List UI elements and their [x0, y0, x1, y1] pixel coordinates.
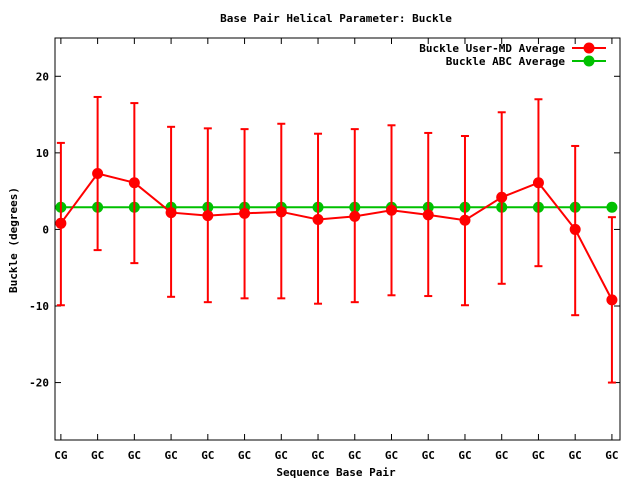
legend-marker	[583, 55, 595, 67]
x-tick-label: CG	[54, 449, 68, 462]
x-tick-label: GC	[458, 449, 471, 462]
x-tick-label: GC	[164, 449, 177, 462]
data-point	[386, 204, 398, 216]
x-tick-label: GC	[422, 449, 435, 462]
x-tick-label: GC	[311, 449, 324, 462]
x-tick-label: GC	[201, 449, 214, 462]
x-axis-label: Sequence Base Pair	[276, 466, 396, 479]
data-point	[606, 201, 618, 213]
x-tick-label: GC	[128, 449, 141, 462]
series-layer	[55, 95, 618, 384]
x-tick-label: GC	[605, 449, 618, 462]
data-point	[55, 217, 67, 229]
x-tick-label: GC	[385, 449, 398, 462]
x-axis-ticks: CG GC GC GC GC GC GC GC GC GC GC GC GC GC GC GC	[54, 38, 619, 462]
data-point	[128, 177, 140, 189]
y-tick-label: -20	[29, 377, 49, 390]
x-tick-label: GC	[569, 449, 582, 462]
data-point	[239, 207, 251, 219]
legend-marker	[583, 42, 595, 54]
x-tick-label: GC	[275, 449, 288, 462]
plot-frame	[54, 37, 621, 441]
data-point	[496, 191, 508, 203]
data-point	[165, 207, 177, 219]
x-tick-label: GC	[495, 449, 508, 462]
data-point	[459, 214, 471, 226]
data-point	[275, 206, 287, 218]
data-point	[422, 209, 434, 221]
chart-title: Base Pair Helical Parameter: Buckle	[220, 12, 452, 25]
data-point	[606, 294, 618, 306]
y-tick-label: 10	[36, 147, 49, 160]
series-line	[60, 172, 613, 301]
series-0	[55, 95, 618, 384]
data-point	[92, 168, 104, 180]
data-point	[312, 213, 324, 225]
data-point	[532, 177, 544, 189]
series-1	[55, 201, 618, 213]
legend-label: Buckle ABC Average	[446, 55, 566, 68]
data-point	[202, 210, 214, 222]
y-tick-label: 0	[42, 223, 49, 236]
legend-label: Buckle User-MD Average	[419, 42, 565, 55]
y-axis-label: Buckle (degrees)	[7, 187, 20, 293]
x-tick-label: GC	[348, 449, 361, 462]
y-tick-label: 20	[36, 70, 49, 83]
x-tick-label: GC	[532, 449, 545, 462]
x-tick-label: GC	[91, 449, 104, 462]
y-tick-label: -10	[29, 300, 49, 313]
data-point	[569, 223, 581, 235]
y-axis-ticks: -20 -10 0 10 20	[29, 70, 620, 390]
x-tick-label: GC	[238, 449, 251, 462]
data-point	[349, 210, 361, 222]
